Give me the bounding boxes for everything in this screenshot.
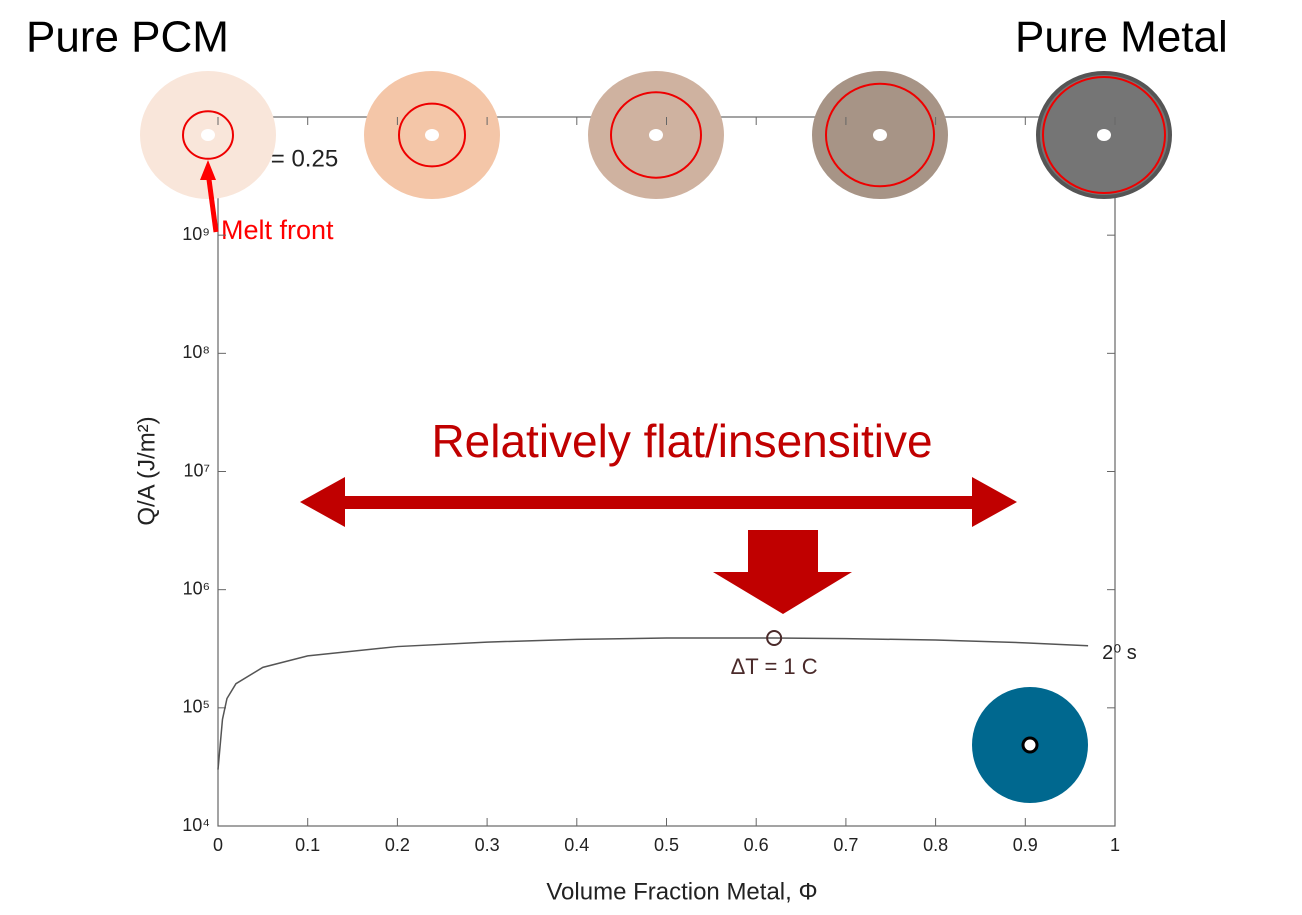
data-line: [217, 637, 1089, 770]
y-tick-label: 10⁷: [183, 460, 210, 480]
melt-front-ring: [398, 102, 466, 168]
melt-front-ring: [182, 110, 234, 160]
y-tick-label: 10⁴: [182, 815, 210, 835]
double-arrow: [300, 477, 1017, 527]
x-tick-label: 0.9: [1013, 835, 1038, 855]
melt-front-ring: [1042, 76, 1166, 194]
x-axis-label: Volume Fraction Metal, Φ: [546, 878, 817, 905]
x-tick-label: 0.2: [385, 835, 410, 855]
y-tick-label: 10⁶: [183, 578, 210, 598]
arrow-head-right: [972, 477, 1017, 527]
cylinder-core: [1021, 736, 1039, 754]
melt-front-ring: [610, 91, 702, 179]
x-tick-label: 0.6: [744, 835, 769, 855]
core-dot: [201, 129, 215, 141]
melt-front-ring: [825, 82, 935, 188]
flat-annotation: Relatively flat/insensitive: [431, 415, 932, 467]
y-tick-label: 10⁸: [182, 342, 210, 362]
x-tick-label: 0.1: [295, 835, 320, 855]
y-axis-label: Q/A (J/m²): [133, 416, 160, 525]
x-tick-label: 0.4: [564, 835, 589, 855]
series-label: 2⁰ s: [1102, 642, 1137, 664]
marker-label: ΔT = 1 C: [731, 654, 818, 679]
x-tick-label: 1: [1110, 835, 1120, 855]
schematic-circles: [140, 71, 1172, 199]
melt-front-label: Melt front: [221, 215, 334, 245]
y-tick-label: 10⁵: [183, 697, 210, 717]
x-tick-label: 0.7: [833, 835, 858, 855]
core-dot: [425, 129, 439, 141]
y-tick-label: 10⁹: [182, 224, 210, 244]
core-dot: [873, 129, 887, 141]
x-tick-label: 0: [213, 835, 223, 855]
melt-front-arrow: [205, 171, 219, 233]
x-tick-label: 0.8: [923, 835, 948, 855]
down-arrow: [713, 530, 852, 614]
core-dot: [649, 129, 663, 141]
core-dot: [1097, 129, 1111, 141]
arrow-shaft: [335, 496, 980, 509]
marker-point: [766, 629, 783, 646]
pure-metal-label: Pure Metal: [1015, 13, 1228, 62]
arrow-head-left: [300, 477, 345, 527]
melt-front-arrowhead: [200, 160, 216, 180]
x-tick-label: 0.3: [475, 835, 500, 855]
x-tick-label: 0.5: [654, 835, 679, 855]
pure-pcm-label: Pure PCM: [26, 13, 229, 62]
